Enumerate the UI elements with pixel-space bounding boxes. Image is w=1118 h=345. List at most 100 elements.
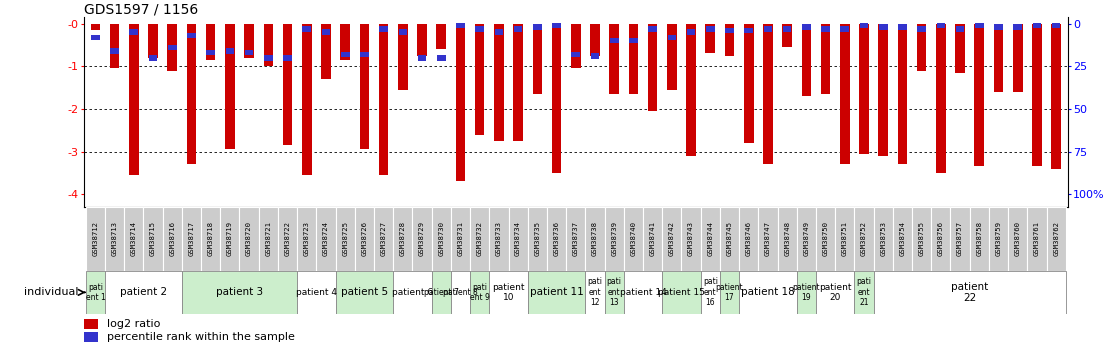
Bar [528, 271, 586, 314]
Bar [207, 50, 215, 56]
Bar [86, 207, 105, 271]
Bar [898, 24, 907, 30]
Text: pati
ent
13: pati ent 13 [607, 277, 622, 307]
Bar [662, 271, 701, 314]
Bar [494, 29, 503, 35]
Bar [297, 271, 335, 314]
Text: GSM38719: GSM38719 [227, 221, 233, 256]
Bar [975, 22, 984, 28]
Bar [490, 271, 528, 314]
Bar [264, 24, 273, 66]
Bar [149, 24, 158, 58]
Bar [398, 24, 408, 90]
Bar [1013, 24, 1023, 92]
Bar [509, 207, 528, 271]
Bar [513, 24, 523, 141]
Text: patient
17: patient 17 [716, 283, 743, 302]
Bar [783, 26, 792, 31]
Text: GSM38761: GSM38761 [1034, 221, 1040, 256]
Bar [475, 26, 484, 31]
Bar [168, 45, 177, 50]
Text: GDS1597 / 1156: GDS1597 / 1156 [84, 2, 198, 16]
Bar [586, 271, 605, 314]
Bar [743, 24, 754, 143]
Text: GSM38733: GSM38733 [496, 221, 502, 256]
Bar [379, 26, 388, 31]
Bar [586, 207, 605, 271]
Bar [860, 24, 869, 154]
Bar [418, 55, 426, 60]
Bar [84, 332, 97, 342]
Bar [456, 24, 465, 181]
Text: GSM38713: GSM38713 [112, 221, 117, 256]
Bar [168, 24, 177, 70]
Bar [802, 24, 811, 30]
Text: GSM38735: GSM38735 [534, 221, 540, 256]
Bar [571, 51, 580, 57]
Bar [475, 24, 484, 135]
Text: patient 6: patient 6 [392, 288, 433, 297]
Text: GSM38757: GSM38757 [957, 221, 963, 256]
Text: patient 11: patient 11 [530, 287, 584, 297]
Bar [316, 207, 335, 271]
Bar [724, 24, 735, 56]
Bar [955, 24, 965, 73]
Bar [917, 24, 927, 70]
Bar [528, 207, 547, 271]
Text: GSM38741: GSM38741 [650, 221, 655, 256]
Bar [840, 24, 850, 164]
Text: GSM38716: GSM38716 [169, 221, 176, 256]
Bar [1032, 24, 1042, 167]
Bar [571, 24, 580, 68]
Bar [758, 207, 777, 271]
Text: patient 3: patient 3 [216, 287, 263, 297]
Text: patient 8: patient 8 [443, 288, 477, 297]
Bar [547, 207, 566, 271]
Bar [394, 207, 413, 271]
Text: GSM38731: GSM38731 [457, 221, 464, 256]
Bar [605, 207, 624, 271]
Text: GSM38755: GSM38755 [919, 221, 925, 256]
Bar [220, 207, 239, 271]
Bar [187, 33, 196, 38]
Text: GSM38721: GSM38721 [265, 221, 272, 256]
Bar [590, 53, 599, 59]
Bar [854, 271, 873, 314]
Bar [662, 207, 682, 271]
Text: pati
ent
21: pati ent 21 [856, 277, 872, 307]
Bar [226, 48, 234, 54]
Text: GSM38754: GSM38754 [900, 221, 906, 256]
Bar [739, 271, 797, 314]
Text: GSM38730: GSM38730 [438, 221, 444, 256]
Bar [720, 271, 739, 314]
Bar [873, 207, 893, 271]
Bar [802, 24, 812, 96]
Bar [936, 24, 946, 173]
Text: patient 4: patient 4 [296, 288, 337, 297]
Text: patient 7: patient 7 [424, 288, 458, 297]
Bar [303, 26, 311, 31]
Bar [898, 24, 907, 164]
Bar [436, 24, 446, 49]
Bar [701, 271, 720, 314]
Bar [245, 24, 254, 58]
Bar [841, 26, 849, 31]
Bar [201, 207, 220, 271]
Bar [129, 24, 139, 175]
Bar [879, 24, 888, 156]
Bar [590, 24, 599, 56]
Text: GSM38718: GSM38718 [208, 221, 214, 256]
Bar [1033, 22, 1041, 28]
Text: GSM38729: GSM38729 [419, 221, 425, 256]
Text: GSM38759: GSM38759 [995, 221, 1002, 256]
Bar [648, 26, 657, 31]
Bar [283, 55, 292, 60]
Bar [225, 24, 235, 149]
Text: GSM38712: GSM38712 [93, 221, 98, 256]
Text: GSM38727: GSM38727 [380, 221, 387, 256]
Bar [456, 22, 465, 28]
Bar [931, 207, 950, 271]
Bar [335, 271, 394, 314]
Bar [605, 271, 624, 314]
Bar [84, 319, 97, 329]
